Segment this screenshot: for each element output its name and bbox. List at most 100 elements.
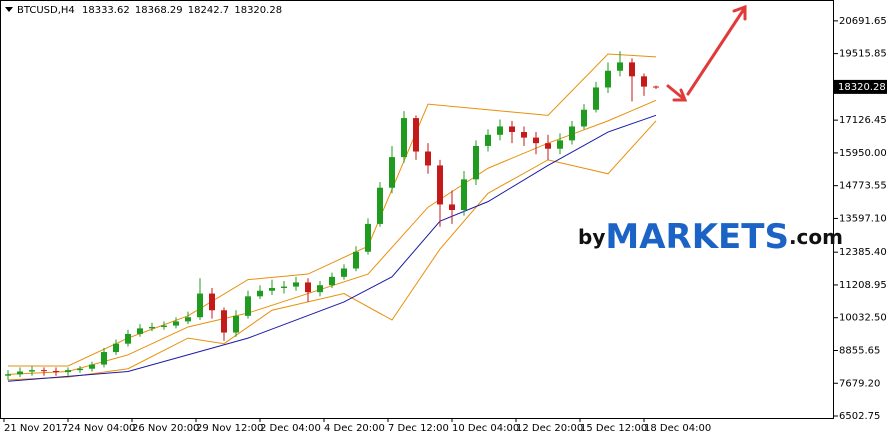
candle-body — [125, 333, 131, 344]
candle-body — [257, 290, 263, 297]
candle-body — [329, 276, 335, 286]
candle-body — [365, 223, 371, 252]
x-tick-label: 21 Nov 2017 — [4, 423, 68, 434]
candle-body — [29, 370, 35, 372]
candle-body — [5, 374, 11, 376]
candle-body — [293, 282, 299, 287]
price-label: 18320.28 — [838, 82, 886, 93]
watermark-brand: MARKETS — [605, 217, 789, 257]
marks — [5, 51, 659, 382]
y-tick-label: 15950.00 — [839, 148, 887, 159]
indicator-line — [7, 114, 657, 382]
x-tick-label: 18 Dec 04:00 — [644, 423, 711, 434]
candle-body — [641, 76, 647, 87]
candle-body — [185, 317, 191, 322]
x-tick-label: 2 Dec 04:00 — [260, 423, 321, 434]
arrow-down — [666, 84, 686, 101]
y-tick-label: 13597.10 — [839, 213, 887, 224]
candle-body — [65, 370, 71, 373]
candle-body — [377, 187, 383, 224]
menu-triangle — [5, 7, 13, 12]
candle-body — [533, 137, 539, 144]
y-tick-label: 11208.95 — [839, 280, 887, 291]
y-tick-label: 12385.40 — [839, 247, 887, 258]
candle-body — [353, 251, 359, 269]
candle-body — [149, 326, 155, 329]
candle-body — [53, 370, 59, 373]
candle-body — [485, 134, 491, 146]
candle-body — [89, 364, 95, 369]
candle-body — [401, 118, 407, 158]
candle-body — [617, 62, 623, 71]
candle-body — [113, 343, 119, 353]
candle-body — [221, 310, 227, 333]
symbol: BTCUSD,H4 — [17, 5, 75, 16]
candle-body — [521, 132, 527, 138]
candle-body — [461, 179, 467, 211]
candle-body — [413, 118, 419, 152]
candle-body — [17, 371, 23, 375]
candle-body — [233, 315, 239, 333]
y-tick-label: 19515.85 — [839, 49, 887, 60]
x-tick-label: 4 Dec 20:00 — [324, 423, 385, 434]
candle-body — [449, 204, 455, 211]
candle-body — [137, 328, 143, 334]
candle-body — [101, 352, 107, 365]
candle-body — [545, 143, 551, 149]
candle-body — [41, 370, 47, 372]
indicator-line — [8, 53, 657, 367]
candle-body — [389, 157, 395, 188]
x-tick-label: 26 Nov 20:00 — [132, 423, 199, 434]
candle-body — [425, 151, 431, 166]
candle-body — [557, 140, 563, 149]
candle-body — [629, 62, 635, 77]
candle-body — [593, 87, 599, 110]
candle-body — [197, 293, 203, 318]
x-tick-label: 7 Dec 12:00 — [388, 423, 449, 434]
candle-body — [569, 126, 575, 141]
candle-body — [581, 109, 587, 127]
indicator-line — [7, 120, 657, 381]
header-high: 18368.29 — [135, 5, 183, 16]
indicator-line — [7, 99, 657, 375]
y-tick-label: 7679.20 — [839, 378, 880, 389]
candle-body — [269, 287, 275, 291]
y-tick-label: 8855.65 — [839, 345, 880, 356]
x-tick-label: 29 Nov 12:00 — [196, 423, 263, 434]
candle-body — [305, 282, 311, 293]
candle-body — [341, 268, 347, 277]
watermark: byMARKETS.com — [578, 217, 843, 257]
candle-body — [77, 368, 83, 371]
candle-body — [317, 285, 323, 293]
y-tick-label: 6502.75 — [839, 411, 880, 422]
y-tick-label: 10032.50 — [839, 313, 887, 324]
x-tick-label: 10 Dec 04:00 — [452, 423, 519, 434]
x-tick-label: 24 Nov 04:00 — [68, 423, 135, 434]
watermark-suffix: .com — [789, 225, 843, 249]
candle-body — [161, 325, 167, 327]
candle-body — [437, 165, 443, 205]
x-tick-label: 12 Dec 20:00 — [516, 423, 583, 434]
price-box — [834, 79, 887, 94]
y-tick-label: 20691.65 — [839, 16, 887, 27]
candle-body — [497, 126, 503, 135]
candle-body — [509, 126, 515, 133]
y-tick-label: 17126.45 — [839, 115, 887, 126]
plot-frame — [0, 0, 834, 419]
candle-body — [281, 286, 287, 288]
candle-body — [653, 86, 659, 88]
arrow-head — [732, 4, 747, 21]
header-open: 18333.62 — [82, 5, 130, 16]
forecast-arrows — [666, 4, 747, 102]
candle-body — [245, 296, 251, 316]
candle-body — [209, 293, 215, 311]
candle-body — [473, 145, 479, 180]
y-tick-label: 14773.55 — [839, 181, 887, 192]
candle-body — [605, 70, 611, 88]
header: BTCUSD,H4 18333.62 18368.29 18242.7 1832… — [17, 5, 282, 16]
x-tick-label: 15 Dec 12:00 — [580, 423, 647, 434]
header-close: 18320.28 — [234, 5, 282, 16]
candle-body — [173, 321, 179, 326]
header-low: 18242.7 — [188, 5, 229, 16]
